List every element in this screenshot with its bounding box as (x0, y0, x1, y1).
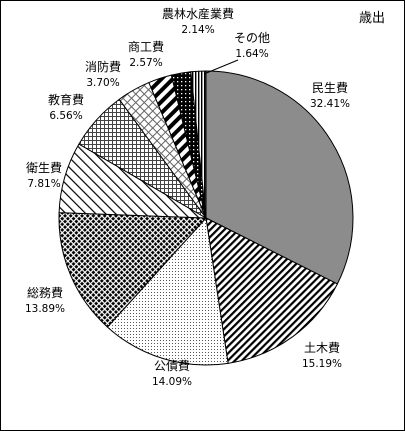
slice-label-6: 教育費 (48, 92, 84, 107)
slice-label-4: 総務費 (27, 285, 63, 300)
pie-slice-10 (190, 70, 207, 219)
slice-label-5: 衛生費 (26, 160, 62, 175)
slice-value-10: 1.64% (235, 48, 268, 60)
slice-label-1: 民生費 (312, 80, 348, 95)
slice-label-7: 消防費 (85, 59, 121, 74)
pie-slice-4 (58, 212, 208, 328)
chart-title: 歳出 (359, 11, 385, 26)
pie-slice-3 (106, 216, 229, 366)
slice-value-2: 15.19% (302, 358, 342, 370)
slice-value-8: 2.57% (129, 57, 162, 69)
leader-line (203, 59, 239, 75)
slice-label-9: 農林水産業費 (162, 6, 234, 21)
slice-label-8: 商工費 (128, 39, 164, 54)
slice-value-6: 6.56% (49, 110, 82, 122)
slice-label-2: 土木費 (304, 340, 340, 355)
slice-value-5: 7.81% (27, 178, 60, 190)
slice-value-1: 32.41% (310, 98, 350, 110)
slice-label-10: その他 (234, 31, 270, 45)
pie-slice-1 (205, 70, 354, 285)
pie-slice-2 (205, 217, 339, 364)
slice-value-4: 13.89% (25, 303, 65, 315)
slice-value-9: 2.14% (181, 24, 214, 36)
slice-value-7: 3.70% (86, 77, 119, 89)
slice-label-3: 公債費 (154, 358, 190, 373)
slice-value-3: 14.09% (152, 376, 192, 388)
